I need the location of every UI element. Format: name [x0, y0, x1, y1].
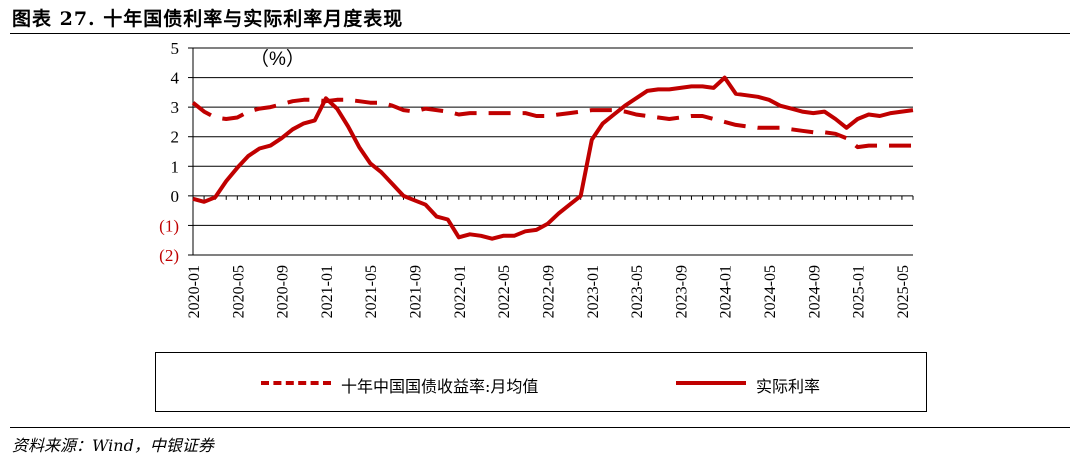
- x-tick-label: 2021-09: [408, 265, 425, 318]
- x-tick-label: 2022-05: [496, 265, 513, 318]
- figure-title: 图表 27. 十年国债利率与实际利率月度表现: [12, 8, 404, 30]
- legend-swatch-bond-yield: [261, 381, 331, 385]
- unit-label: （%）: [250, 48, 305, 70]
- y-tick-label: 0: [171, 187, 180, 206]
- x-tick-label: 2021-05: [363, 265, 380, 318]
- x-tick-label: 2024-09: [806, 265, 823, 318]
- chart-legend: 十年中国国债收益率:月均值 实际利率: [155, 352, 927, 412]
- x-tick-label: 2020-01: [186, 265, 203, 318]
- x-tick-label: 2022-09: [540, 265, 557, 318]
- y-tick-label: 1: [171, 157, 180, 176]
- x-tick-label: 2023-01: [585, 265, 602, 318]
- x-tick-label: 2021-01: [319, 265, 336, 318]
- x-tick-label: 2023-05: [629, 265, 646, 318]
- legend-swatch-real-rate: [676, 381, 746, 385]
- y-tick-label: 3: [171, 98, 180, 117]
- footer-rule: [10, 427, 1070, 428]
- x-tick-label: 2020-05: [230, 265, 247, 318]
- y-tick-label: 4: [171, 69, 180, 88]
- y-tick-label: (2): [159, 246, 179, 265]
- title-rule: [10, 33, 1070, 34]
- legend-label-bond-yield: 十年中国国债收益率:月均值: [341, 377, 539, 396]
- series-line-real-rate: [192, 75, 914, 241]
- line-chart: 5 4 3 2 1 0 (1) (2) （%） 2020-01 2020-05 2020-09 2021…: [159, 39, 914, 318]
- x-tick-label: 2023-09: [673, 265, 690, 318]
- y-tick-label: 5: [171, 39, 180, 58]
- y-tick-label: (1): [159, 216, 179, 235]
- x-tick-label: 2025-05: [895, 265, 912, 318]
- x-tick-label: 2022-01: [452, 265, 469, 318]
- legend-label-real-rate: 实际利率: [756, 377, 821, 396]
- series-line-bond-yield: [191, 97, 913, 150]
- y-tick-label: 2: [171, 128, 180, 147]
- x-tick-label: 2020-09: [275, 265, 292, 318]
- x-tick-label: 2024-05: [762, 265, 779, 318]
- x-tick-label: 2025-01: [851, 265, 868, 318]
- x-tick-label: 2024-01: [718, 265, 735, 318]
- source-note: 资料来源：Wind，中银证券: [12, 436, 214, 455]
